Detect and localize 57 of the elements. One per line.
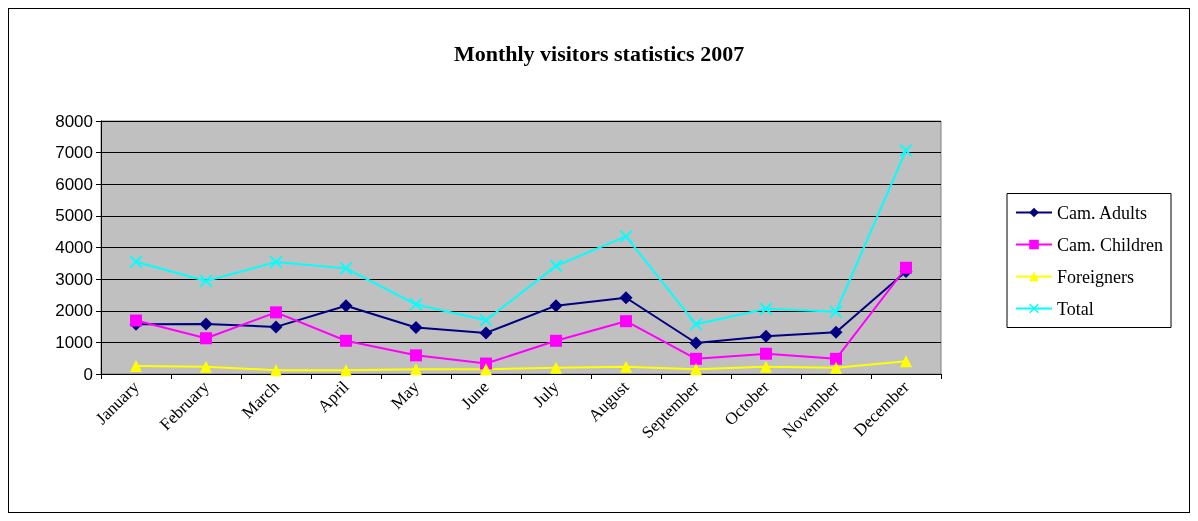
point [410,349,422,362]
y-tick-label: 7000 [55,143,93,163]
legend-label: Cam. Adults [1057,202,1148,223]
point [759,329,773,343]
y-tick-label: 6000 [55,174,93,194]
point [900,355,912,368]
y-tick-label: 1000 [55,332,93,352]
point [269,320,283,334]
y-tick-label: 5000 [55,206,93,226]
point [199,317,213,331]
point [830,352,842,365]
y-tick-label: 8000 [55,111,93,131]
point [130,314,142,327]
point [550,334,562,347]
point [479,313,493,327]
point [269,255,283,269]
point [689,336,703,350]
y-tick-label: 0 [83,364,93,384]
legend-label: Total [1057,298,1094,319]
point [409,321,423,335]
point [550,361,562,374]
chart-title: Monthly visitors statistics 2007 [453,40,745,66]
point [200,332,212,345]
point [690,352,702,365]
point [199,274,213,288]
point [270,364,282,377]
y-tick-label: 3000 [55,269,93,289]
legend-label: Foreigners [1057,266,1134,287]
x-tick-label: July [529,376,564,411]
x-tick-label: June [457,377,493,413]
point [340,334,352,347]
point [340,364,352,377]
point [549,299,563,313]
point [620,360,632,373]
point [829,305,843,319]
point [760,360,772,373]
x-tick-label: May [387,376,424,413]
point [130,360,142,373]
point [829,325,843,339]
y-tick-label: 4000 [55,238,93,257]
point [479,326,493,340]
point [129,255,143,269]
point [830,361,842,374]
point [690,363,702,376]
y-tick-label: 2000 [55,301,93,321]
point [760,347,772,360]
point [410,363,422,376]
point [619,291,633,305]
point [620,315,632,328]
point [549,259,563,273]
point [339,299,353,313]
point [270,306,282,319]
point [900,261,912,274]
legend-label: Cam. Children [1057,234,1164,255]
point [759,302,773,316]
point [480,363,492,376]
point [200,360,212,373]
